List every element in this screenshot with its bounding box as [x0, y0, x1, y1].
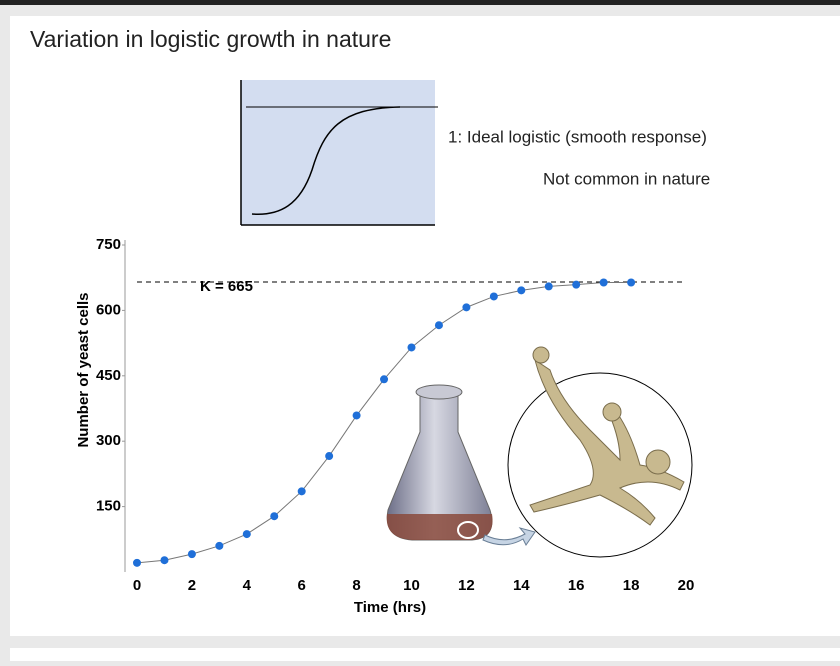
flask-illustration: [386, 346, 693, 558]
x-tick-label: 0: [133, 577, 141, 594]
slide-title: Variation in logistic growth in nature: [30, 26, 391, 52]
y-tick-label: 300: [96, 432, 121, 449]
y-tick-label: 600: [96, 301, 121, 318]
x-tick-label: 10: [403, 577, 420, 594]
y-tick-label: 450: [96, 367, 121, 384]
data-point: [489, 292, 498, 301]
x-tick-label: 12: [458, 577, 475, 594]
x-tick-label: 14: [513, 577, 530, 594]
inset-ideal-curve: [240, 80, 438, 226]
next-slide: [10, 648, 840, 661]
data-point: [434, 321, 443, 330]
x-tick-label: 8: [352, 577, 360, 594]
data-point: [133, 558, 141, 567]
x-axis-title: Time (hrs): [354, 599, 426, 616]
data-point: [352, 411, 361, 420]
k-label: K = 665: [200, 278, 253, 295]
data-point: [627, 278, 636, 287]
data-point: [517, 286, 526, 295]
data-point: [544, 282, 553, 291]
x-tick-label: 6: [298, 577, 306, 594]
y-axis-title: Number of yeast cells: [75, 292, 92, 447]
data-point: [407, 343, 416, 352]
y-tick-label: 150: [96, 498, 121, 515]
data-point: [297, 487, 306, 496]
top-strip: [0, 0, 840, 5]
data-point: [270, 512, 279, 521]
data-point: [599, 278, 608, 287]
x-tick-label: 16: [568, 577, 585, 594]
x-tick-label: 2: [188, 577, 196, 594]
data-point: [325, 452, 334, 461]
data-point: [380, 375, 389, 384]
x-tick-label: 4: [243, 577, 252, 594]
data-point: [462, 303, 471, 312]
x-tick-label: 20: [678, 577, 695, 594]
data-point: [242, 530, 251, 539]
note: 1: Ideal logistic (smooth response): [448, 127, 707, 146]
data-point: [215, 541, 224, 550]
data-point: [160, 556, 169, 565]
data-point: [187, 550, 196, 559]
note: Not common in nature: [543, 169, 710, 188]
y-tick-label: 750: [96, 236, 121, 253]
x-tick-label: 18: [623, 577, 640, 594]
data-point: [572, 280, 581, 289]
